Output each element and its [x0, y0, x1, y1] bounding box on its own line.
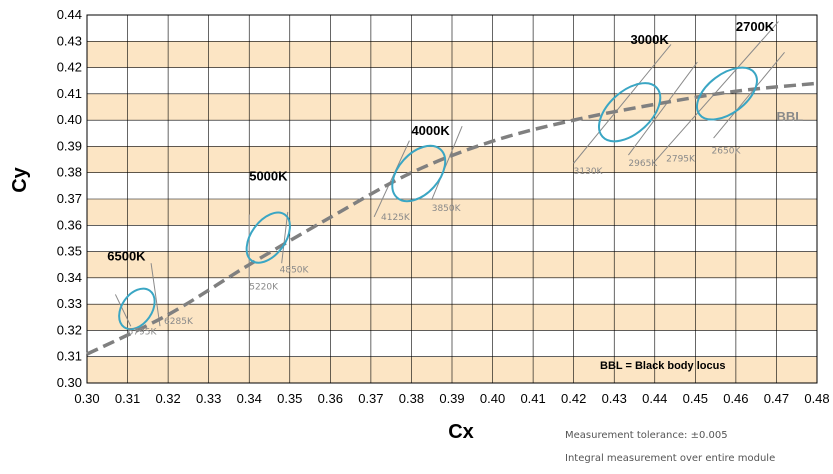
isotherm-lines	[114, 21, 785, 327]
chart-axes	[86, 14, 818, 384]
cct-label: 5000K	[249, 168, 288, 183]
y-tick-label: 0.33	[57, 296, 82, 311]
isotherm-label: 6795K	[128, 327, 158, 337]
y-tick-label: 0.34	[57, 270, 82, 285]
y-tick-label: 0.30	[57, 375, 82, 390]
isotherm-line	[628, 61, 698, 156]
x-tick-label: 0.40	[480, 391, 505, 406]
y-tick-label: 0.36	[57, 217, 82, 232]
x-tick-label: 0.38	[399, 391, 424, 406]
chart-labels: 6500K 5000K 4000K 3000K 2700K 6795K 6285K 5220K…	[107, 19, 803, 372]
macadam-ellipse	[245, 211, 291, 264]
bbl-series	[86, 81, 818, 356]
x-tick-label: 0.41	[520, 391, 545, 406]
x-tick-label: 0.30	[74, 391, 99, 406]
isotherm-line	[654, 21, 779, 162]
x-tick-label: 0.35	[277, 391, 302, 406]
legend-note: BBL = Black body locus	[600, 360, 725, 372]
isotherm-label: 2650K	[712, 146, 742, 156]
isotherm-label: 3130K	[574, 167, 604, 177]
x-tick-label: 0.37	[358, 391, 383, 406]
isotherm-label: 3850K	[432, 204, 462, 214]
isotherm-line	[114, 294, 132, 327]
x-axis-title: Cx	[448, 421, 474, 443]
cct-label: 3000K	[630, 32, 669, 47]
tolerance-note: Measurement tolerance: ±0.005	[565, 430, 728, 441]
x-tick-label: 0.45	[683, 391, 708, 406]
y-tick-label: 0.31	[57, 349, 82, 364]
y-tick-label: 0.43	[57, 33, 82, 48]
isotherm-label: 4125K	[381, 213, 411, 223]
cct-label: 4000K	[411, 123, 450, 138]
bbl-label: BBL	[776, 109, 803, 124]
y-tick-label: 0.37	[57, 191, 82, 206]
isotherm-line	[373, 140, 410, 218]
x-tick-label: 0.33	[196, 391, 221, 406]
isotherm-line	[281, 211, 289, 264]
y-tick-label: 0.44	[57, 7, 82, 22]
ellipses	[118, 66, 758, 331]
x-tick-label: 0.46	[723, 391, 748, 406]
x-tick-label: 0.43	[602, 391, 627, 406]
integral-note: Integral measurement over entire module	[565, 453, 776, 464]
y-tick-label: 0.40	[57, 112, 82, 127]
isotherm-label: 2795K	[666, 154, 696, 164]
y-tick-label: 0.39	[57, 138, 82, 153]
isotherm-label: 4850K	[280, 266, 310, 276]
macadam-ellipse	[598, 82, 662, 143]
plot-frame	[86, 14, 818, 384]
x-tick-label: 0.32	[155, 391, 180, 406]
bbl-curve	[86, 81, 818, 356]
y-axis-title: Cy	[9, 166, 31, 192]
isotherm-label: 2965K	[628, 159, 658, 169]
macadam-ellipse	[391, 144, 447, 203]
y-tick-label: 0.35	[57, 244, 82, 259]
x-tick-label: 0.36	[318, 391, 343, 406]
isotherm-line	[150, 263, 161, 327]
x-tick-label: 0.44	[642, 391, 667, 406]
y-tick-label: 0.41	[57, 86, 82, 101]
x-tick-label: 0.42	[561, 391, 586, 406]
x-tick-label: 0.39	[439, 391, 464, 406]
x-tick-label: 0.48	[804, 391, 829, 406]
x-tick-label: 0.47	[764, 391, 789, 406]
y-tick-labels: 0.30 0.31 0.32 0.33 0.34 0.35 0.36 0.37 0.38 0.39…	[57, 7, 82, 390]
x-tick-label: 0.31	[115, 391, 140, 406]
isotherm-label: 5220K	[249, 283, 279, 293]
isotherm-label: 6285K	[164, 317, 194, 327]
isotherm-line	[713, 52, 785, 139]
cct-label: 2700K	[736, 19, 775, 34]
isotherm-line	[573, 44, 672, 164]
macadam-ellipse	[696, 66, 758, 121]
cct-label: 6500K	[107, 249, 146, 264]
macadam-ellipse	[118, 287, 156, 331]
y-tick-label: 0.38	[57, 165, 82, 180]
y-tick-label: 0.42	[57, 60, 82, 75]
x-tick-labels: 0.30 0.31 0.32 0.33 0.34 0.35 0.36 0.37 0.38 0.39…	[74, 391, 829, 406]
y-tick-label: 0.32	[57, 322, 82, 337]
x-tick-label: 0.34	[237, 391, 262, 406]
isotherm-line	[431, 125, 463, 200]
